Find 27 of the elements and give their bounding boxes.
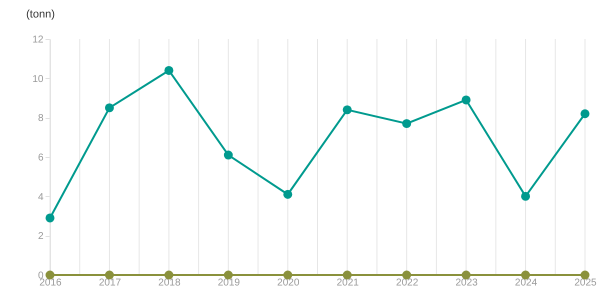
point [46,214,54,222]
point [164,66,174,75]
y-tick-label: 4 [38,192,44,203]
x-tick-label: 2017 [98,278,122,288]
x-tick-label: 2016 [39,278,62,288]
point [462,96,471,104]
point [580,109,590,118]
point [402,119,412,128]
x-tick-label: 2022 [396,278,419,288]
y-tick-label: 12 [32,34,44,46]
x-tick-label: 2019 [218,278,240,288]
x-tick-label: 2020 [277,278,300,288]
x-tick-label: 2021 [336,278,360,288]
y-tick-label: 10 [32,74,44,85]
x-tick-label: 2024 [514,278,538,288]
y-axis-title: (tonn) [26,8,55,20]
point [342,105,352,114]
y-tick-label: 8 [38,113,44,124]
point [224,150,233,160]
point [283,190,292,199]
x-tick-label: 2023 [455,278,478,288]
point [104,103,114,112]
x-tick-label: 2025 [574,278,598,288]
point [521,192,530,201]
y-tick-label: 2 [38,231,44,242]
y-tick-label: 6 [38,152,44,164]
x-tick-label: 2018 [158,278,181,288]
